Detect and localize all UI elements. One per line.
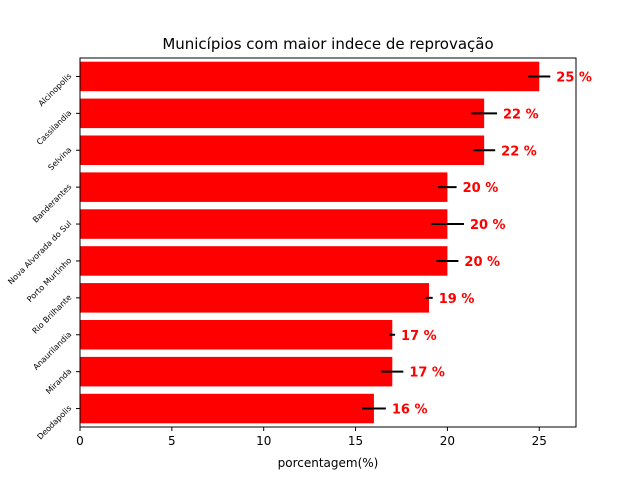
bar-6	[80, 283, 430, 313]
bar-9	[80, 393, 374, 424]
x-axis-label: porcentagem(%)	[278, 456, 379, 470]
data-label-3: 20 %	[463, 181, 499, 196]
x-tick-label-5: 25	[532, 434, 547, 448]
data-label-8: 17 %	[409, 366, 445, 381]
y-tick-label-8: Miranda	[44, 367, 73, 396]
bar-0	[80, 61, 540, 92]
x-tick-label-3: 15	[348, 434, 363, 448]
data-label-9: 16 %	[392, 403, 428, 418]
data-label-0: 25 %	[556, 70, 592, 85]
x-tick-label-4: 20	[440, 434, 455, 448]
x-tick-label-2: 10	[256, 434, 271, 448]
bar-3	[80, 172, 448, 202]
x-axis: 0 5 10 15 20 25	[76, 427, 547, 448]
y-tick-label-1: Cassilandia	[35, 108, 74, 147]
data-label-1: 22 %	[503, 107, 539, 122]
bar-4	[80, 209, 448, 239]
data-label-4: 20 %	[470, 218, 506, 233]
bar-7	[80, 319, 393, 350]
bar-8	[80, 356, 393, 387]
y-tick-label-3: Banderantes	[31, 182, 73, 224]
chart-title: Municípios com maior indece de reprovaçã…	[162, 35, 493, 53]
data-label-5: 20 %	[464, 255, 500, 270]
y-tick-label-2: Selvina	[46, 145, 73, 172]
bar-1	[80, 98, 485, 129]
bar-2	[80, 135, 485, 166]
data-label-6: 19 %	[439, 292, 475, 307]
y-tick-label-4: Nova Alvorada do Sul	[6, 219, 73, 286]
y-tick-label-9: Deodapolis	[36, 404, 74, 442]
x-tick-label-0: 0	[76, 434, 84, 448]
bars-layer: 25 % 22 % 22 % 20 % 20 % 20 % 19 % 17 % 17 % 16 %	[80, 61, 592, 424]
data-label-2: 22 %	[501, 144, 537, 159]
y-tick-label-6: Rio Brilhante	[31, 293, 74, 336]
y-tick-label-0: Alcinopolis	[37, 72, 74, 109]
y-tick-label-7: Anaurilandia	[31, 330, 73, 372]
plot-frame	[79, 57, 577, 428]
bar-5	[80, 246, 448, 276]
x-tick-label-1: 5	[168, 434, 176, 448]
data-label-7: 17 %	[401, 329, 437, 344]
